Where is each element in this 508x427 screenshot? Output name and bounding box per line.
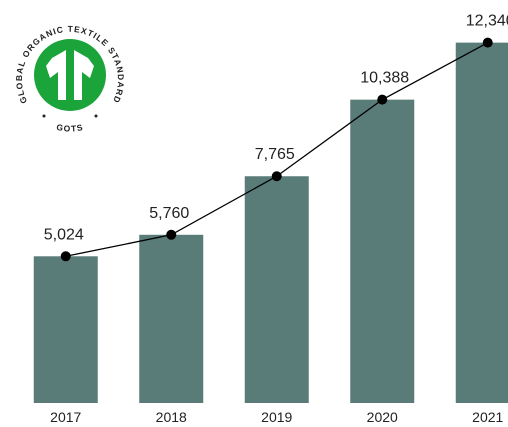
value-label: 5,024 bbox=[44, 226, 84, 243]
value-label: 7,765 bbox=[255, 146, 295, 163]
logo-bottom-text: GOTS bbox=[56, 122, 85, 134]
trend-dot bbox=[482, 37, 493, 48]
logo-shirt-right bbox=[74, 50, 94, 100]
bar bbox=[244, 176, 309, 403]
value-label: 5,760 bbox=[149, 205, 189, 222]
trend-dot bbox=[166, 229, 177, 240]
bar bbox=[33, 256, 98, 403]
x-tick-label: 2017 bbox=[50, 409, 81, 425]
x-tick-label: 2021 bbox=[472, 409, 503, 425]
bar bbox=[350, 99, 415, 403]
trend-dot bbox=[377, 94, 388, 105]
logo-shirt-left bbox=[46, 50, 66, 100]
value-label: 12,340 bbox=[466, 13, 508, 30]
x-tick-label: 2020 bbox=[367, 409, 398, 425]
gots-logo: GLOBAL ORGANIC TEXTILE STANDARD GOTS bbox=[14, 24, 125, 134]
x-tick-label: 2018 bbox=[156, 409, 187, 425]
trend-dot bbox=[60, 251, 71, 262]
trend-dot bbox=[271, 171, 282, 182]
bar bbox=[455, 42, 508, 403]
value-label: 10,388 bbox=[360, 70, 409, 87]
logo-dot bbox=[94, 114, 98, 118]
logo-bottom-text-path: GOTS bbox=[56, 122, 84, 134]
x-tick-label: 2019 bbox=[261, 409, 292, 425]
logo-circle bbox=[34, 39, 106, 111]
bar bbox=[139, 234, 204, 403]
logo-dot bbox=[42, 114, 46, 118]
